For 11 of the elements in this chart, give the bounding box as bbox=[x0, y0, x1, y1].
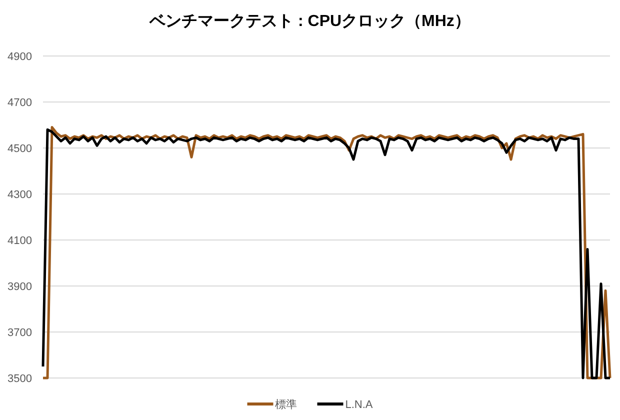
y-tick-label: 3700 bbox=[8, 327, 32, 339]
y-tick-label: 3500 bbox=[8, 373, 32, 385]
chart-title: ベンチマークテスト : CPUクロック（MHz） bbox=[148, 13, 470, 30]
y-tick-label: 4900 bbox=[8, 51, 32, 63]
y-tick-label: 4700 bbox=[8, 97, 32, 109]
y-tick-label: 4100 bbox=[8, 235, 32, 247]
y-tick-label: 3900 bbox=[8, 281, 32, 293]
legend-label: L.N.A bbox=[345, 399, 374, 411]
y-tick-label: 4300 bbox=[8, 189, 32, 201]
legend-label: 標準 bbox=[275, 399, 298, 411]
y-tick-label: 4500 bbox=[8, 143, 32, 155]
